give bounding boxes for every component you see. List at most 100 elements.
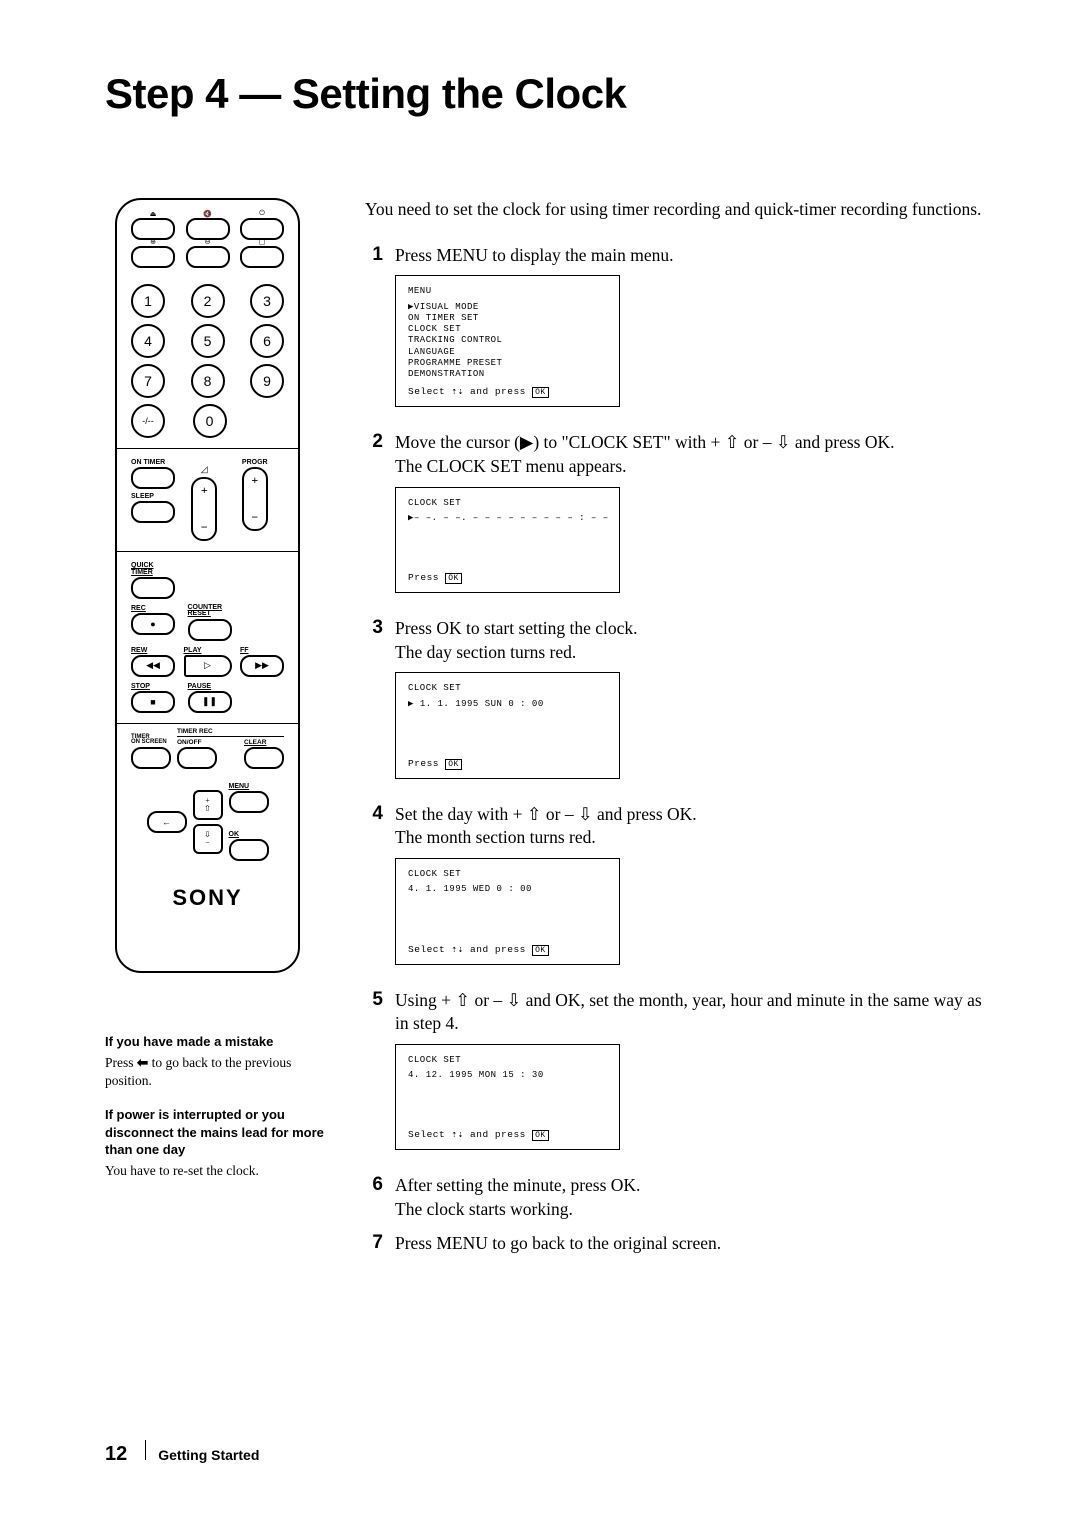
step-text-line: After setting the minute, press OK. (395, 1174, 985, 1198)
step-text-line: Set the day with + ⇧ or – ⇩ and press OK… (395, 803, 985, 827)
osd-line: ON TIMER SET (408, 313, 609, 324)
osd-footer: Select ⇡⇣ and press OK (408, 1129, 609, 1141)
stop-button: ■ (131, 691, 175, 713)
num-4: 4 (131, 324, 165, 358)
osd-header: CLOCK SET (408, 498, 609, 509)
step-number: 6 (365, 1174, 383, 1221)
osd-line: ▶– –. – –. – – – – – – – – – : – – (408, 513, 609, 524)
osd-header: CLOCK SET (408, 869, 609, 880)
osd-line: 4. 1. 1995 WED 0 : 00 (408, 884, 609, 895)
osd-header: MENU (408, 286, 609, 297)
num-3: 3 (250, 284, 284, 318)
osd-footer: Press OK (408, 572, 609, 584)
ok-box-icon: OK (445, 573, 462, 584)
osd-screen: CLOCK SET 4. 1. 1995 WED 0 : 00 Select ⇡⇣… (395, 858, 620, 965)
step-number: 4 (365, 803, 383, 979)
progr-label: PROGR (242, 459, 268, 466)
step-body: Move the cursor (▶) to "CLOCK SET" with … (395, 431, 985, 607)
rew-label: REW (131, 647, 175, 654)
pause-button: ❚❚ (188, 691, 232, 713)
input1-button: ⊕ (131, 246, 175, 268)
page-number: 12 (105, 1443, 127, 1466)
num-5: 5 (191, 324, 225, 358)
step-7: 7 Press MENU to go back to the original s… (365, 1232, 985, 1256)
step-body: Set the day with + ⇧ or – ⇩ and press OK… (395, 803, 985, 979)
counterreset-label: COUNTER RESET (188, 605, 232, 618)
sleep-label: SLEEP (131, 493, 175, 500)
step-body: After setting the minute, press OK.The c… (395, 1174, 985, 1221)
step-6: 6 After setting the minute, press OK.The … (365, 1174, 985, 1221)
ok-label: OK (229, 831, 269, 838)
quicktimer-label: QUICK TIMER (127, 562, 288, 576)
intro-text: You need to set the clock for using time… (365, 198, 985, 222)
osd-footer: Select ⇡⇣ and press OK (408, 944, 609, 956)
num-1: 1 (131, 284, 165, 318)
ontimer-label: ON TIMER (131, 459, 175, 466)
stop-label: STOP (131, 683, 175, 690)
osd-line: PROGRAMME PRESET (408, 358, 609, 369)
num-7: 7 (131, 364, 165, 398)
ok-box-icon: OK (445, 759, 462, 770)
step-number: 2 (365, 431, 383, 607)
left-button: ← (147, 811, 187, 833)
clear-button (244, 747, 284, 769)
menu-label: MENU (229, 783, 269, 790)
ff-label: FF (240, 647, 284, 654)
note2-body: You have to re-set the clock. (105, 1162, 330, 1180)
ontimer-button (131, 467, 175, 489)
pause-label: PAUSE (188, 683, 232, 690)
onoff-button (177, 747, 217, 769)
num-0: 0 (193, 404, 227, 438)
section-name: Getting Started (158, 1447, 259, 1463)
osd-screen: MENU▶VISUAL MODE ON TIMER SET CLOCK SET … (395, 275, 620, 407)
step-text-line: Press MENU to go back to the original sc… (395, 1232, 985, 1256)
osd-line: ▶ 1. 1. 1995 SUN 0 : 00 (408, 699, 609, 710)
step-text-line: The clock starts working. (395, 1198, 985, 1222)
sidebar-notes: If you have made a mistake Press ⬅ to go… (105, 1033, 330, 1180)
step-2: 2 Move the cursor (▶) to "CLOCK SET" with… (365, 431, 985, 607)
remote-diagram: ⏏ 🔇 ⏻ ⊕ ⊖ ▢ 123 456 789 -/--0 (115, 198, 300, 973)
menu-button (229, 791, 269, 813)
clear-label: CLEAR (244, 739, 284, 746)
brand-label: SONY (127, 885, 288, 911)
step-text-line: Using + ⇧ or – ⇩ and OK, set the month, … (395, 989, 985, 1036)
display-button: ▢ (240, 246, 284, 268)
play-button: ▷ (184, 655, 232, 677)
quicktimer-button (131, 577, 175, 599)
step-number: 7 (365, 1232, 383, 1256)
note2-heading: If power is interrupted or you disconnec… (105, 1106, 330, 1159)
timerrec-label: TIMER REC (177, 728, 284, 735)
step-text-line: The month section turns red. (395, 826, 985, 850)
osd-line: ▶VISUAL MODE (408, 302, 609, 313)
osd-line: DEMONSTRATION (408, 369, 609, 380)
step-number: 1 (365, 244, 383, 422)
note1-heading: If you have made a mistake (105, 1033, 330, 1051)
step-text-line: Press MENU to display the main menu. (395, 244, 985, 268)
step-text-line: Move the cursor (▶) to "CLOCK SET" with … (395, 431, 985, 455)
ok-box-icon: OK (532, 387, 549, 398)
osd-line: TRACKING CONTROL (408, 335, 609, 346)
step-3: 3Press OK to start setting the clock.The… (365, 617, 985, 793)
num-8: 8 (191, 364, 225, 398)
rew-button: ◀◀ (131, 655, 175, 677)
ff-button: ▶▶ (240, 655, 284, 677)
step-5: 5 Using + ⇧ or – ⇩ and OK, set the month,… (365, 989, 985, 1165)
page-footer: 12 Getting Started (105, 1440, 259, 1466)
num-dash: -/-- (131, 404, 165, 438)
sleep-button (131, 501, 175, 523)
power-button: ⏻ (240, 218, 284, 240)
step-text-line: The CLOCK SET menu appears. (395, 455, 985, 479)
step-number: 5 (365, 989, 383, 1165)
osd-screen: CLOCK SET 4. 12. 1995 MON 15 : 30 Select … (395, 1044, 620, 1151)
rec-button: ● (131, 613, 175, 635)
osd-line: 4. 12. 1995 MON 15 : 30 (408, 1070, 609, 1081)
note1-body: Press ⬅ to go back to the previous posit… (105, 1054, 330, 1090)
counterreset-button (188, 619, 232, 641)
input2-button: ⊖ (186, 246, 230, 268)
osd-header: CLOCK SET (408, 1055, 609, 1066)
page-title: Step 4 — Setting the Clock (105, 70, 985, 118)
timeronscreen-label: TIMER ON SCREEN (131, 735, 177, 746)
osd-line: LANGUAGE (408, 347, 609, 358)
step-body: Press MENU to display the main menu. MENU… (395, 244, 985, 422)
eject-button: ⏏ (131, 218, 175, 240)
